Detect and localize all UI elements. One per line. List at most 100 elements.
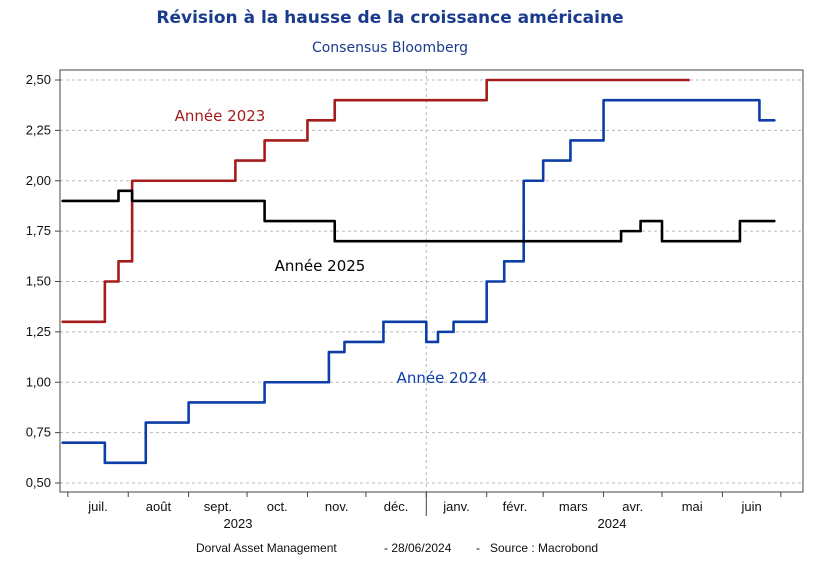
data-point [661,99,663,101]
y-tick-label: 1,00 [26,374,51,389]
grid [60,70,803,492]
data-point [661,79,663,81]
x-year-label: 2024 [598,516,627,531]
y-tick-label: 1,75 [26,223,51,238]
data-point [131,200,133,202]
y-axis: 0,50 0,75 1,00 1,25 1,50 1,75 2,00 2,25 2,50 [26,72,60,490]
data-point [425,240,428,242]
data-point [462,321,465,323]
data-point [425,341,428,343]
data-point [187,401,190,404]
data-point [343,341,346,343]
data-point [328,220,330,222]
data-point [602,99,605,101]
x-tick-label: déc. [384,499,409,514]
data-point [263,220,266,222]
data-point [639,99,642,101]
data-point [263,381,266,384]
data-point [234,200,237,202]
data-point [774,220,776,222]
data-point [758,220,761,222]
data-point [522,79,525,81]
x-tick-label: oct. [267,499,288,514]
data-point [382,321,385,323]
data-point [382,99,385,101]
data-point [306,220,309,222]
data-point [639,220,642,222]
x-axis: juil. août sept. oct. nov. déc. janv. févr. mars… [67,492,782,531]
footer-source: - Source : Macrobond [476,541,599,555]
y-tick-label: 1,25 [26,324,51,339]
x-tick-label: juin [740,499,761,514]
data-point [620,230,622,232]
data-point [602,240,605,242]
y-tick-label: 1,50 [26,274,51,289]
data-point [542,79,544,81]
data-point [333,99,336,101]
data-point [343,240,346,242]
data-point [620,79,622,81]
data-point [620,99,622,101]
data-point [306,381,309,384]
data-point [542,159,544,162]
x-year-label: 2023 [224,516,253,531]
data-point [661,240,663,242]
data-point [425,99,428,101]
data-point [131,179,133,182]
data-point [688,99,691,101]
data-point [688,240,691,242]
data-point [117,190,120,192]
series-lines [61,78,776,465]
y-tick-label: 2,00 [26,173,51,188]
series-labels: Année 2023 Année 2024 Année 2025 [175,107,488,387]
data-point [234,159,237,162]
data-point [569,139,572,142]
data-point [437,99,439,101]
data-point [522,179,525,182]
x-tick-label: févr. [503,499,528,514]
data-point [462,99,465,101]
data-point [263,139,266,142]
data-point [144,200,147,202]
data-point [187,200,190,202]
series-line-2025 [62,189,775,243]
data-point [382,240,385,242]
series-label-2023: Année 2023 [175,107,266,125]
data-point [234,401,237,404]
data-point [542,240,544,242]
data-point [774,119,776,122]
series-label-2025: Année 2025 [275,257,366,275]
data-point [462,240,465,242]
x-tick-label: août [146,499,172,514]
data-point [452,99,455,101]
y-tick-label: 0,75 [26,425,51,440]
data-point [602,79,605,81]
data-point [131,462,133,464]
x-tick-label: nov. [325,499,349,514]
data-point [503,79,506,81]
data-point [104,200,106,202]
x-tick-label: mars [559,499,588,514]
data-point [739,220,741,222]
data-point [485,280,488,283]
data-point [452,321,455,323]
data-point [333,240,336,242]
x-tick-label: juil. [87,499,108,514]
data-point [437,331,439,333]
data-point [61,200,63,202]
line-chart: 0,50 0,75 1,00 1,25 1,50 1,75 2,00 2,25 2,50 jui… [26,69,804,531]
data-point [104,280,106,283]
data-point [104,462,106,464]
data-point [61,321,63,323]
x-tick-label: janv. [442,499,470,514]
x-tick-label: mai [682,499,703,514]
data-point [328,119,330,122]
data-point [522,240,525,242]
data-point [739,99,741,101]
data-point [758,119,761,122]
x-tick-label: sept. [204,499,232,514]
data-point [569,240,572,242]
data-point [144,421,147,424]
y-tick-label: 2,50 [26,72,51,87]
data-point [328,351,330,353]
